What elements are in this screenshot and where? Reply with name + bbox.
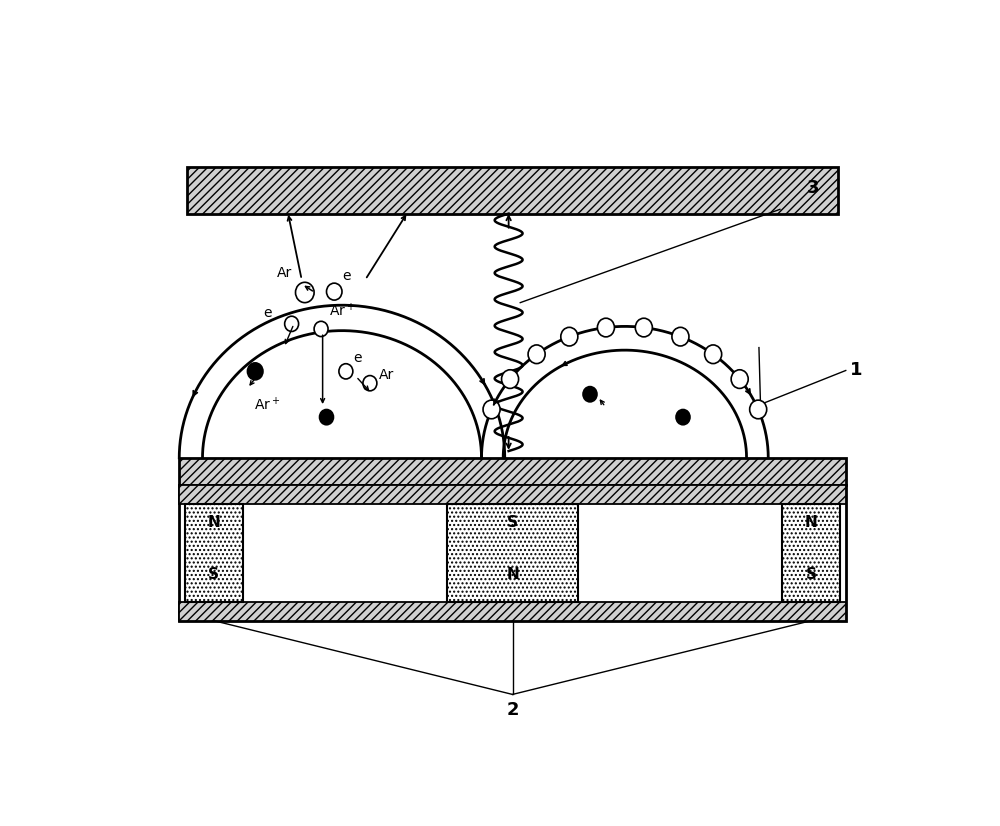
Text: N: N: [506, 567, 519, 582]
Circle shape: [731, 370, 748, 388]
Bar: [185, 504, 243, 602]
Circle shape: [705, 345, 722, 363]
Bar: [447, 504, 578, 602]
Text: Ar: Ar: [277, 266, 292, 280]
Circle shape: [561, 327, 578, 346]
Text: N: N: [805, 515, 818, 530]
Text: S: S: [507, 515, 518, 530]
Circle shape: [672, 327, 689, 346]
Circle shape: [597, 318, 614, 337]
Bar: [179, 485, 846, 504]
Circle shape: [296, 282, 314, 302]
Bar: [179, 485, 846, 620]
Bar: [782, 504, 840, 602]
Circle shape: [247, 363, 263, 380]
Text: e: e: [264, 306, 272, 320]
Text: N: N: [207, 515, 220, 530]
Text: Ar$^+$: Ar$^+$: [329, 302, 355, 320]
Text: S: S: [208, 567, 219, 582]
Circle shape: [676, 410, 690, 425]
Bar: [187, 167, 838, 214]
Text: 3: 3: [807, 179, 820, 197]
Bar: [179, 602, 846, 620]
Circle shape: [635, 318, 652, 337]
Bar: [179, 458, 846, 485]
Circle shape: [320, 410, 333, 425]
Circle shape: [583, 387, 597, 402]
Circle shape: [528, 345, 545, 363]
Circle shape: [285, 316, 299, 331]
Text: Ar: Ar: [379, 368, 394, 382]
Circle shape: [502, 370, 519, 388]
Text: S: S: [806, 567, 817, 582]
Circle shape: [314, 321, 328, 336]
Text: 2: 2: [506, 700, 519, 719]
Text: 1: 1: [850, 362, 862, 379]
Text: e: e: [342, 269, 351, 283]
Text: e: e: [354, 350, 362, 364]
Circle shape: [363, 376, 377, 391]
Circle shape: [483, 400, 500, 419]
Circle shape: [750, 400, 767, 419]
Text: Ar$^+$: Ar$^+$: [254, 396, 280, 414]
Circle shape: [326, 283, 342, 300]
Circle shape: [339, 363, 353, 379]
